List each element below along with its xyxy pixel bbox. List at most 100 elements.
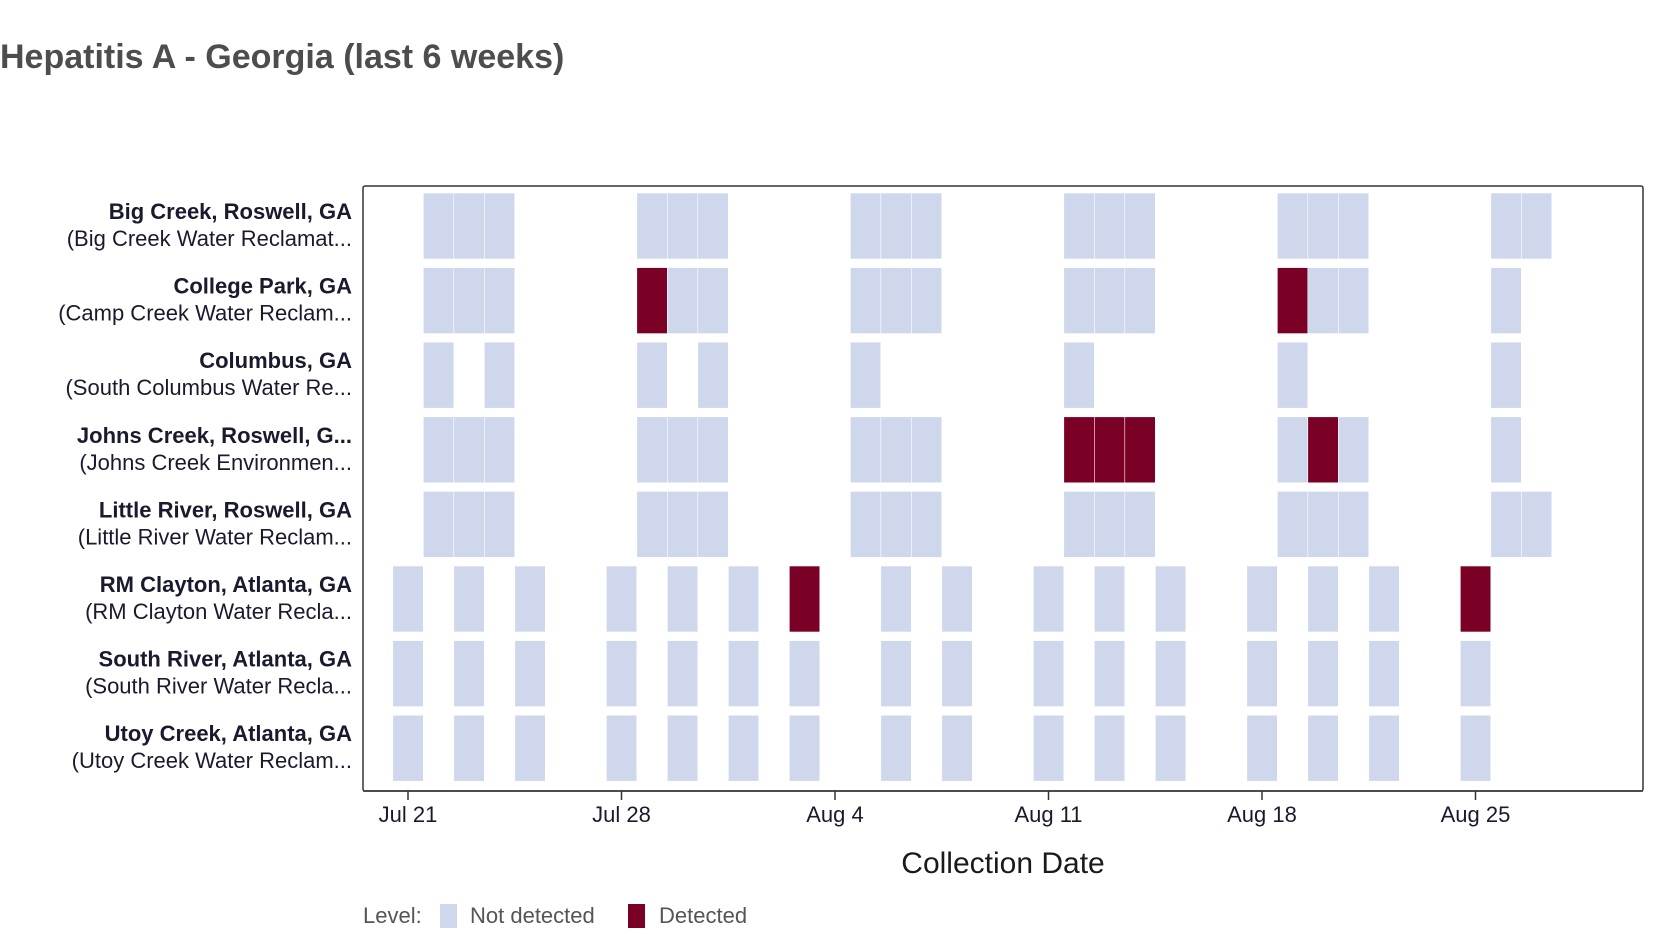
cell-little-river-roswell-ga-2024-08-19-not-detected <box>1277 491 1309 558</box>
legend-label-not-detected: Not detected <box>470 903 595 928</box>
cell-big-creek-roswell-ga-2024-07-24-not-detected <box>483 192 516 260</box>
cell-south-river-atlanta-ga-2024-08-22-not-detected <box>1368 640 1400 707</box>
cell-utoy-creek-atlanta-ga-2024-08-25-not-detected <box>1460 714 1492 782</box>
cell-utoy-creek-atlanta-ga-2024-08-13-not-detected <box>1094 714 1126 782</box>
cell-utoy-creek-atlanta-ga-2024-07-28-not-detected <box>605 714 638 782</box>
cell-little-river-roswell-ga-2024-08-14-not-detected <box>1124 491 1156 558</box>
cell-utoy-creek-atlanta-ga-2024-07-23-not-detected <box>453 714 485 782</box>
cell-college-park-ga-2024-07-24-not-detected <box>483 267 516 334</box>
cell-south-river-atlanta-ga-2024-08-18-not-detected <box>1246 640 1278 707</box>
cell-johns-creek-roswell-g-2024-08-19-not-detected <box>1277 416 1309 484</box>
plant-label-johns-creek-roswell-g: (Johns Creek Environmen... <box>79 450 352 475</box>
cell-columbus-ga-2024-08-19-not-detected <box>1277 341 1309 409</box>
cell-johns-creek-roswell-g-2024-08-21-not-detected <box>1338 416 1370 484</box>
cell-columbus-ga-2024-07-31-not-detected <box>697 341 729 409</box>
cell-little-river-roswell-ga-2024-08-20-not-detected <box>1307 491 1339 558</box>
plant-label-rm-clayton-atlanta-ga: (RM Clayton Water Recla... <box>85 599 352 624</box>
cell-utoy-creek-atlanta-ga-2024-07-25-not-detected <box>514 714 546 782</box>
cell-south-river-atlanta-ga-2024-07-28-not-detected <box>605 640 638 707</box>
cell-little-river-roswell-ga-2024-08-27-not-detected <box>1521 491 1553 558</box>
cell-college-park-ga-2024-08-21-not-detected <box>1338 267 1370 334</box>
plot-panel <box>362 185 1644 792</box>
y-axis-labels: Big Creek, Roswell, GA(Big Creek Water R… <box>58 199 352 773</box>
cell-south-river-atlanta-ga-2024-07-21-not-detected <box>392 640 424 707</box>
cell-johns-creek-roswell-g-2024-08-06-not-detected <box>880 416 912 484</box>
cell-johns-creek-roswell-g-2024-08-26-not-detected <box>1490 416 1522 484</box>
cell-utoy-creek-atlanta-ga-2024-08-08-not-detected <box>941 714 973 782</box>
cell-big-creek-roswell-ga-2024-08-06-not-detected <box>880 192 912 260</box>
cell-south-river-atlanta-ga-2024-08-25-not-detected <box>1460 640 1492 707</box>
cell-rm-clayton-atlanta-ga-2024-08-13-not-detected <box>1094 565 1126 633</box>
cell-college-park-ga-2024-08-20-not-detected <box>1307 267 1339 334</box>
cell-columbus-ga-2024-07-24-not-detected <box>483 341 516 409</box>
site-label-utoy-creek-atlanta-ga: Utoy Creek, Atlanta, GA <box>105 721 352 746</box>
cell-columbus-ga-2024-07-22-not-detected <box>422 341 455 409</box>
cell-columbus-ga-2024-07-29-not-detected <box>636 341 668 409</box>
cell-big-creek-roswell-ga-2024-07-29-not-detected <box>636 192 668 260</box>
cell-utoy-creek-atlanta-ga-2024-08-20-not-detected <box>1307 714 1339 782</box>
x-tick-label-2024-08-25: Aug 25 <box>1441 802 1511 827</box>
heatmap-cells <box>392 192 1553 782</box>
cell-johns-creek-roswell-g-2024-08-05-not-detected <box>849 416 882 484</box>
cell-johns-creek-roswell-g-2024-08-14-detected <box>1124 416 1156 484</box>
x-tick-label-2024-08-18: Aug 18 <box>1227 802 1297 827</box>
cell-utoy-creek-atlanta-ga-2024-08-01-not-detected <box>727 714 760 782</box>
cell-rm-clayton-atlanta-ga-2024-08-25-detected <box>1460 565 1492 633</box>
cell-big-creek-roswell-ga-2024-08-13-not-detected <box>1094 192 1126 260</box>
cell-college-park-ga-2024-07-23-not-detected <box>453 267 485 334</box>
site-label-little-river-roswell-ga: Little River, Roswell, GA <box>99 497 352 522</box>
cell-utoy-creek-atlanta-ga-2024-08-18-not-detected <box>1246 714 1278 782</box>
cell-johns-creek-roswell-g-2024-08-07-not-detected <box>910 416 943 484</box>
cell-johns-creek-roswell-g-2024-07-29-not-detected <box>636 416 668 484</box>
legend: Level: Not detected Detected <box>363 903 747 928</box>
x-axis-title: Collection Date <box>901 847 1104 880</box>
x-tick-label-2024-08-04: Aug 4 <box>806 802 864 827</box>
cell-johns-creek-roswell-g-2024-08-20-detected <box>1307 416 1339 484</box>
plant-label-little-river-roswell-ga: (Little River Water Reclam... <box>78 524 352 549</box>
legend-swatch-detected <box>628 904 645 928</box>
cell-big-creek-roswell-ga-2024-08-12-not-detected <box>1063 192 1095 260</box>
cell-little-river-roswell-ga-2024-07-30-not-detected <box>666 491 699 558</box>
cell-little-river-roswell-ga-2024-08-12-not-detected <box>1063 491 1095 558</box>
cell-johns-creek-roswell-g-2024-07-22-not-detected <box>422 416 455 484</box>
cell-rm-clayton-atlanta-ga-2024-08-03-detected <box>788 565 821 633</box>
legend-swatch-not-detected <box>440 904 457 928</box>
cell-utoy-creek-atlanta-ga-2024-07-21-not-detected <box>392 714 424 782</box>
cell-big-creek-roswell-ga-2024-08-27-not-detected <box>1521 192 1553 260</box>
cell-college-park-ga-2024-08-26-not-detected <box>1490 267 1522 334</box>
cell-rm-clayton-atlanta-ga-2024-08-15-not-detected <box>1155 565 1187 633</box>
cell-south-river-atlanta-ga-2024-08-03-not-detected <box>788 640 821 707</box>
cell-college-park-ga-2024-08-19-detected <box>1277 267 1309 334</box>
cell-rm-clayton-atlanta-ga-2024-07-23-not-detected <box>453 565 485 633</box>
cell-big-creek-roswell-ga-2024-07-22-not-detected <box>422 192 455 260</box>
cell-south-river-atlanta-ga-2024-08-13-not-detected <box>1094 640 1126 707</box>
cell-big-creek-roswell-ga-2024-08-20-not-detected <box>1307 192 1339 260</box>
cell-big-creek-roswell-ga-2024-07-30-not-detected <box>666 192 699 260</box>
site-label-big-creek-roswell-ga: Big Creek, Roswell, GA <box>109 199 352 224</box>
site-label-columbus-ga: Columbus, GA <box>199 348 352 373</box>
cell-columbus-ga-2024-08-26-not-detected <box>1490 341 1522 409</box>
cell-big-creek-roswell-ga-2024-08-07-not-detected <box>910 192 943 260</box>
cell-columbus-ga-2024-08-12-not-detected <box>1063 341 1095 409</box>
cell-big-creek-roswell-ga-2024-07-23-not-detected <box>453 192 485 260</box>
cell-south-river-atlanta-ga-2024-08-01-not-detected <box>727 640 760 707</box>
cell-rm-clayton-atlanta-ga-2024-07-28-not-detected <box>605 565 638 633</box>
site-label-rm-clayton-atlanta-ga: RM Clayton, Atlanta, GA <box>100 572 352 597</box>
cell-college-park-ga-2024-07-22-not-detected <box>422 267 455 334</box>
site-label-south-river-atlanta-ga: South River, Atlanta, GA <box>99 647 353 672</box>
legend-title: Level: <box>363 903 422 928</box>
cell-south-river-atlanta-ga-2024-07-30-not-detected <box>666 640 699 707</box>
cell-utoy-creek-atlanta-ga-2024-08-06-not-detected <box>880 714 912 782</box>
plant-label-columbus-ga: (South Columbus Water Re... <box>65 375 352 400</box>
cell-johns-creek-roswell-g-2024-08-12-detected <box>1063 416 1095 484</box>
cell-little-river-roswell-ga-2024-07-23-not-detected <box>453 491 485 558</box>
cell-utoy-creek-atlanta-ga-2024-08-15-not-detected <box>1155 714 1187 782</box>
cell-south-river-atlanta-ga-2024-08-15-not-detected <box>1155 640 1187 707</box>
cell-little-river-roswell-ga-2024-07-31-not-detected <box>697 491 729 558</box>
cell-rm-clayton-atlanta-ga-2024-07-25-not-detected <box>514 565 546 633</box>
cell-big-creek-roswell-ga-2024-08-05-not-detected <box>849 192 882 260</box>
cell-rm-clayton-atlanta-ga-2024-08-01-not-detected <box>727 565 760 633</box>
plant-label-college-park-ga: (Camp Creek Water Reclam... <box>58 301 352 326</box>
cell-johns-creek-roswell-g-2024-07-23-not-detected <box>453 416 485 484</box>
